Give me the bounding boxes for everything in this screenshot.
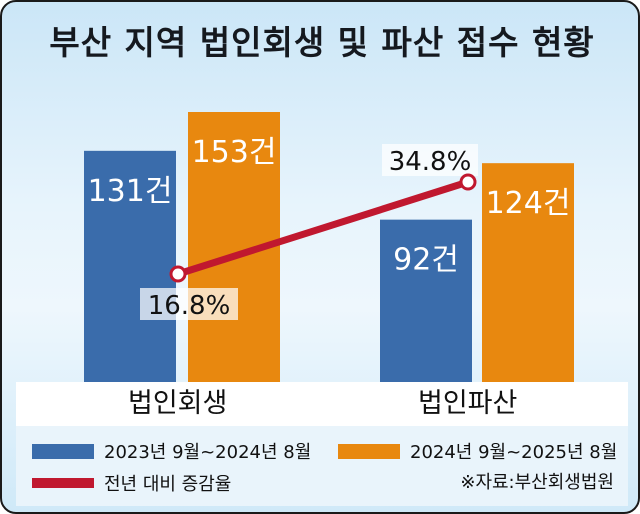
change-label-bg-1 bbox=[382, 144, 478, 176]
legend-item-series-2: 2024년 9월~2025년 8월 bbox=[338, 436, 617, 466]
source-note: ※자료:부산회생법원 bbox=[460, 472, 614, 493]
legend-item-series-1: 2023년 9월~2024년 8월 bbox=[32, 436, 311, 466]
bar-series-2-cat-1 bbox=[482, 163, 574, 382]
legend-label-series-2: 2024년 9월~2025년 8월 bbox=[410, 442, 618, 463]
category-label-1: 법인파산 bbox=[418, 388, 518, 419]
change-rate-label-1: 34.8% bbox=[389, 147, 472, 177]
change-label-bg-0 bbox=[140, 288, 238, 320]
category-axis: 법인회생 법인파산 bbox=[16, 382, 628, 426]
legend-label-series-1: 2023년 9월~2024년 8월 bbox=[104, 442, 312, 463]
bar-value-label-series-2-cat-0: 153건 bbox=[192, 135, 277, 170]
bar-value-label-series-2-cat-1: 124건 bbox=[486, 186, 571, 221]
bar-series-1-cat-1 bbox=[380, 219, 472, 382]
change-rate-line bbox=[174, 178, 472, 278]
legend: 2023년 9월~2024년 8월 2024년 9월~2025년 8월 전년 대… bbox=[16, 426, 628, 506]
bar-series-1-cat-0 bbox=[84, 150, 176, 382]
bar-value-label-series-1-cat-1: 92건 bbox=[393, 243, 459, 278]
change-rate-label-0: 16.8% bbox=[148, 291, 231, 321]
bar-value-label-series-1-cat-0: 131건 bbox=[88, 174, 173, 209]
legend-item-change-line: 전년 대비 증감율 bbox=[32, 468, 231, 498]
change-rate-point-0 bbox=[169, 265, 187, 283]
legend-label-change-line: 전년 대비 증감율 bbox=[104, 474, 232, 495]
change-rate-point-1 bbox=[459, 173, 477, 191]
chart-title: 부산 지역 법인회생 및 파산 접수 현황 bbox=[49, 23, 595, 62]
legend-swatch-series-1 bbox=[32, 443, 94, 459]
category-label-0: 법인회생 bbox=[128, 388, 228, 419]
legend-swatch-series-2 bbox=[338, 443, 400, 459]
legend-swatch-change-line bbox=[32, 478, 94, 488]
